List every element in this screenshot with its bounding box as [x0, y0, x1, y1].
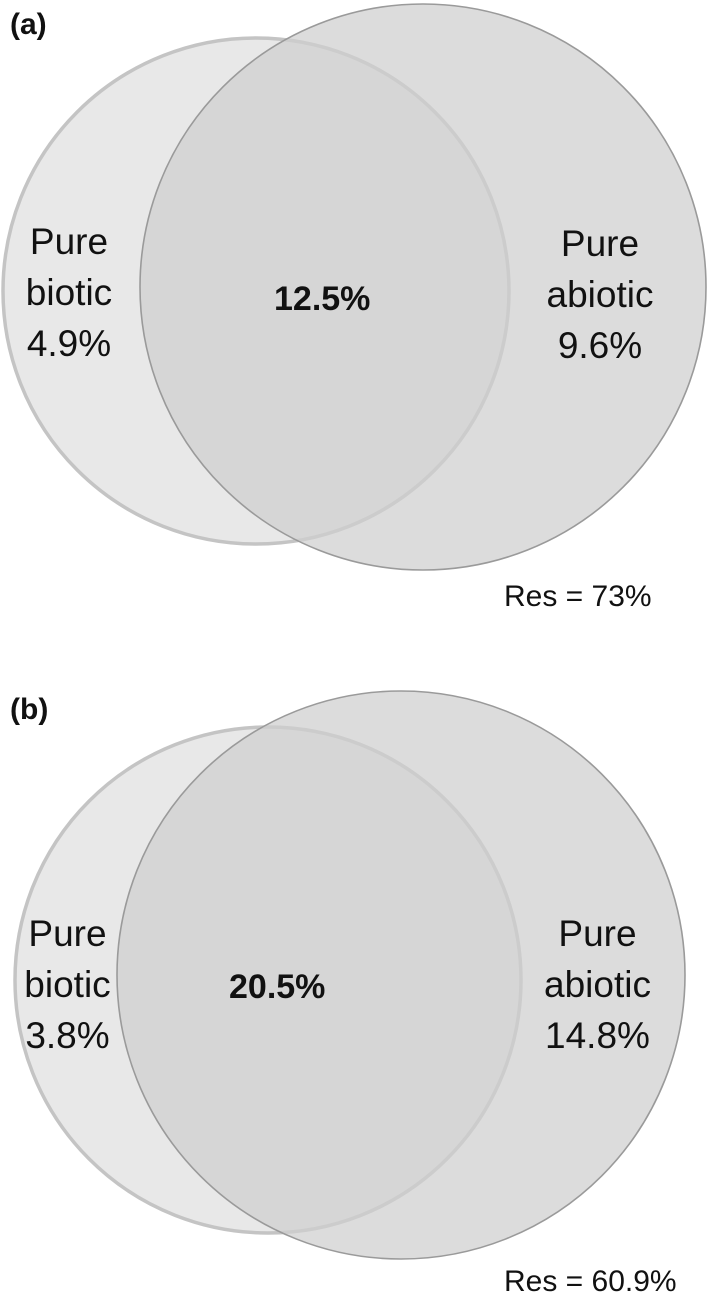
abiotic-circle-a: [139, 3, 707, 571]
venn-panel-a: (a) Pure biotic 4.9% 12.5% Pure abiotic …: [1, 3, 707, 613]
abiotic-value-b: 14.8%: [545, 1015, 650, 1056]
panel-label-a: (a): [10, 8, 47, 41]
pure-biotic-label-a: Pure biotic 4.9%: [14, 216, 124, 369]
abiotic-line1-b: Pure: [558, 913, 637, 954]
panel-label-b: (b): [10, 693, 49, 726]
residual-label-b: Res = 60.9%: [504, 1265, 677, 1298]
venn-panel-b: (b) Pure biotic 3.8% 20.5% Pure abiotic …: [0, 650, 709, 1297]
biotic-line1-a: Pure: [29, 221, 109, 262]
abiotic-value-a: 9.6%: [557, 325, 643, 366]
biotic-line1-b: Pure: [28, 913, 107, 954]
pure-abiotic-label-b: Pure abiotic 14.8%: [530, 908, 665, 1061]
pure-biotic-label-b: Pure biotic 3.8%: [10, 908, 125, 1061]
abiotic-line2-a: abiotic: [546, 274, 654, 315]
biotic-value-b: 3.8%: [25, 1015, 110, 1056]
residual-label-a: Res = 73%: [504, 580, 652, 613]
abiotic-line2-b: abiotic: [544, 964, 651, 1005]
abiotic-circle-b: [116, 690, 686, 1260]
biotic-line2-b: biotic: [24, 964, 111, 1005]
biotic-line2-a: biotic: [25, 272, 113, 313]
biotic-value-a: 4.9%: [26, 323, 112, 364]
overlap-value-a: 12.5%: [274, 280, 371, 318]
overlap-value-b: 20.5%: [229, 968, 326, 1006]
venn-diagram-b: [13, 690, 686, 1260]
abiotic-line1-a: Pure: [560, 223, 640, 264]
venn-diagram-a: [1, 3, 707, 571]
pure-abiotic-label-a: Pure abiotic 9.6%: [535, 218, 665, 371]
